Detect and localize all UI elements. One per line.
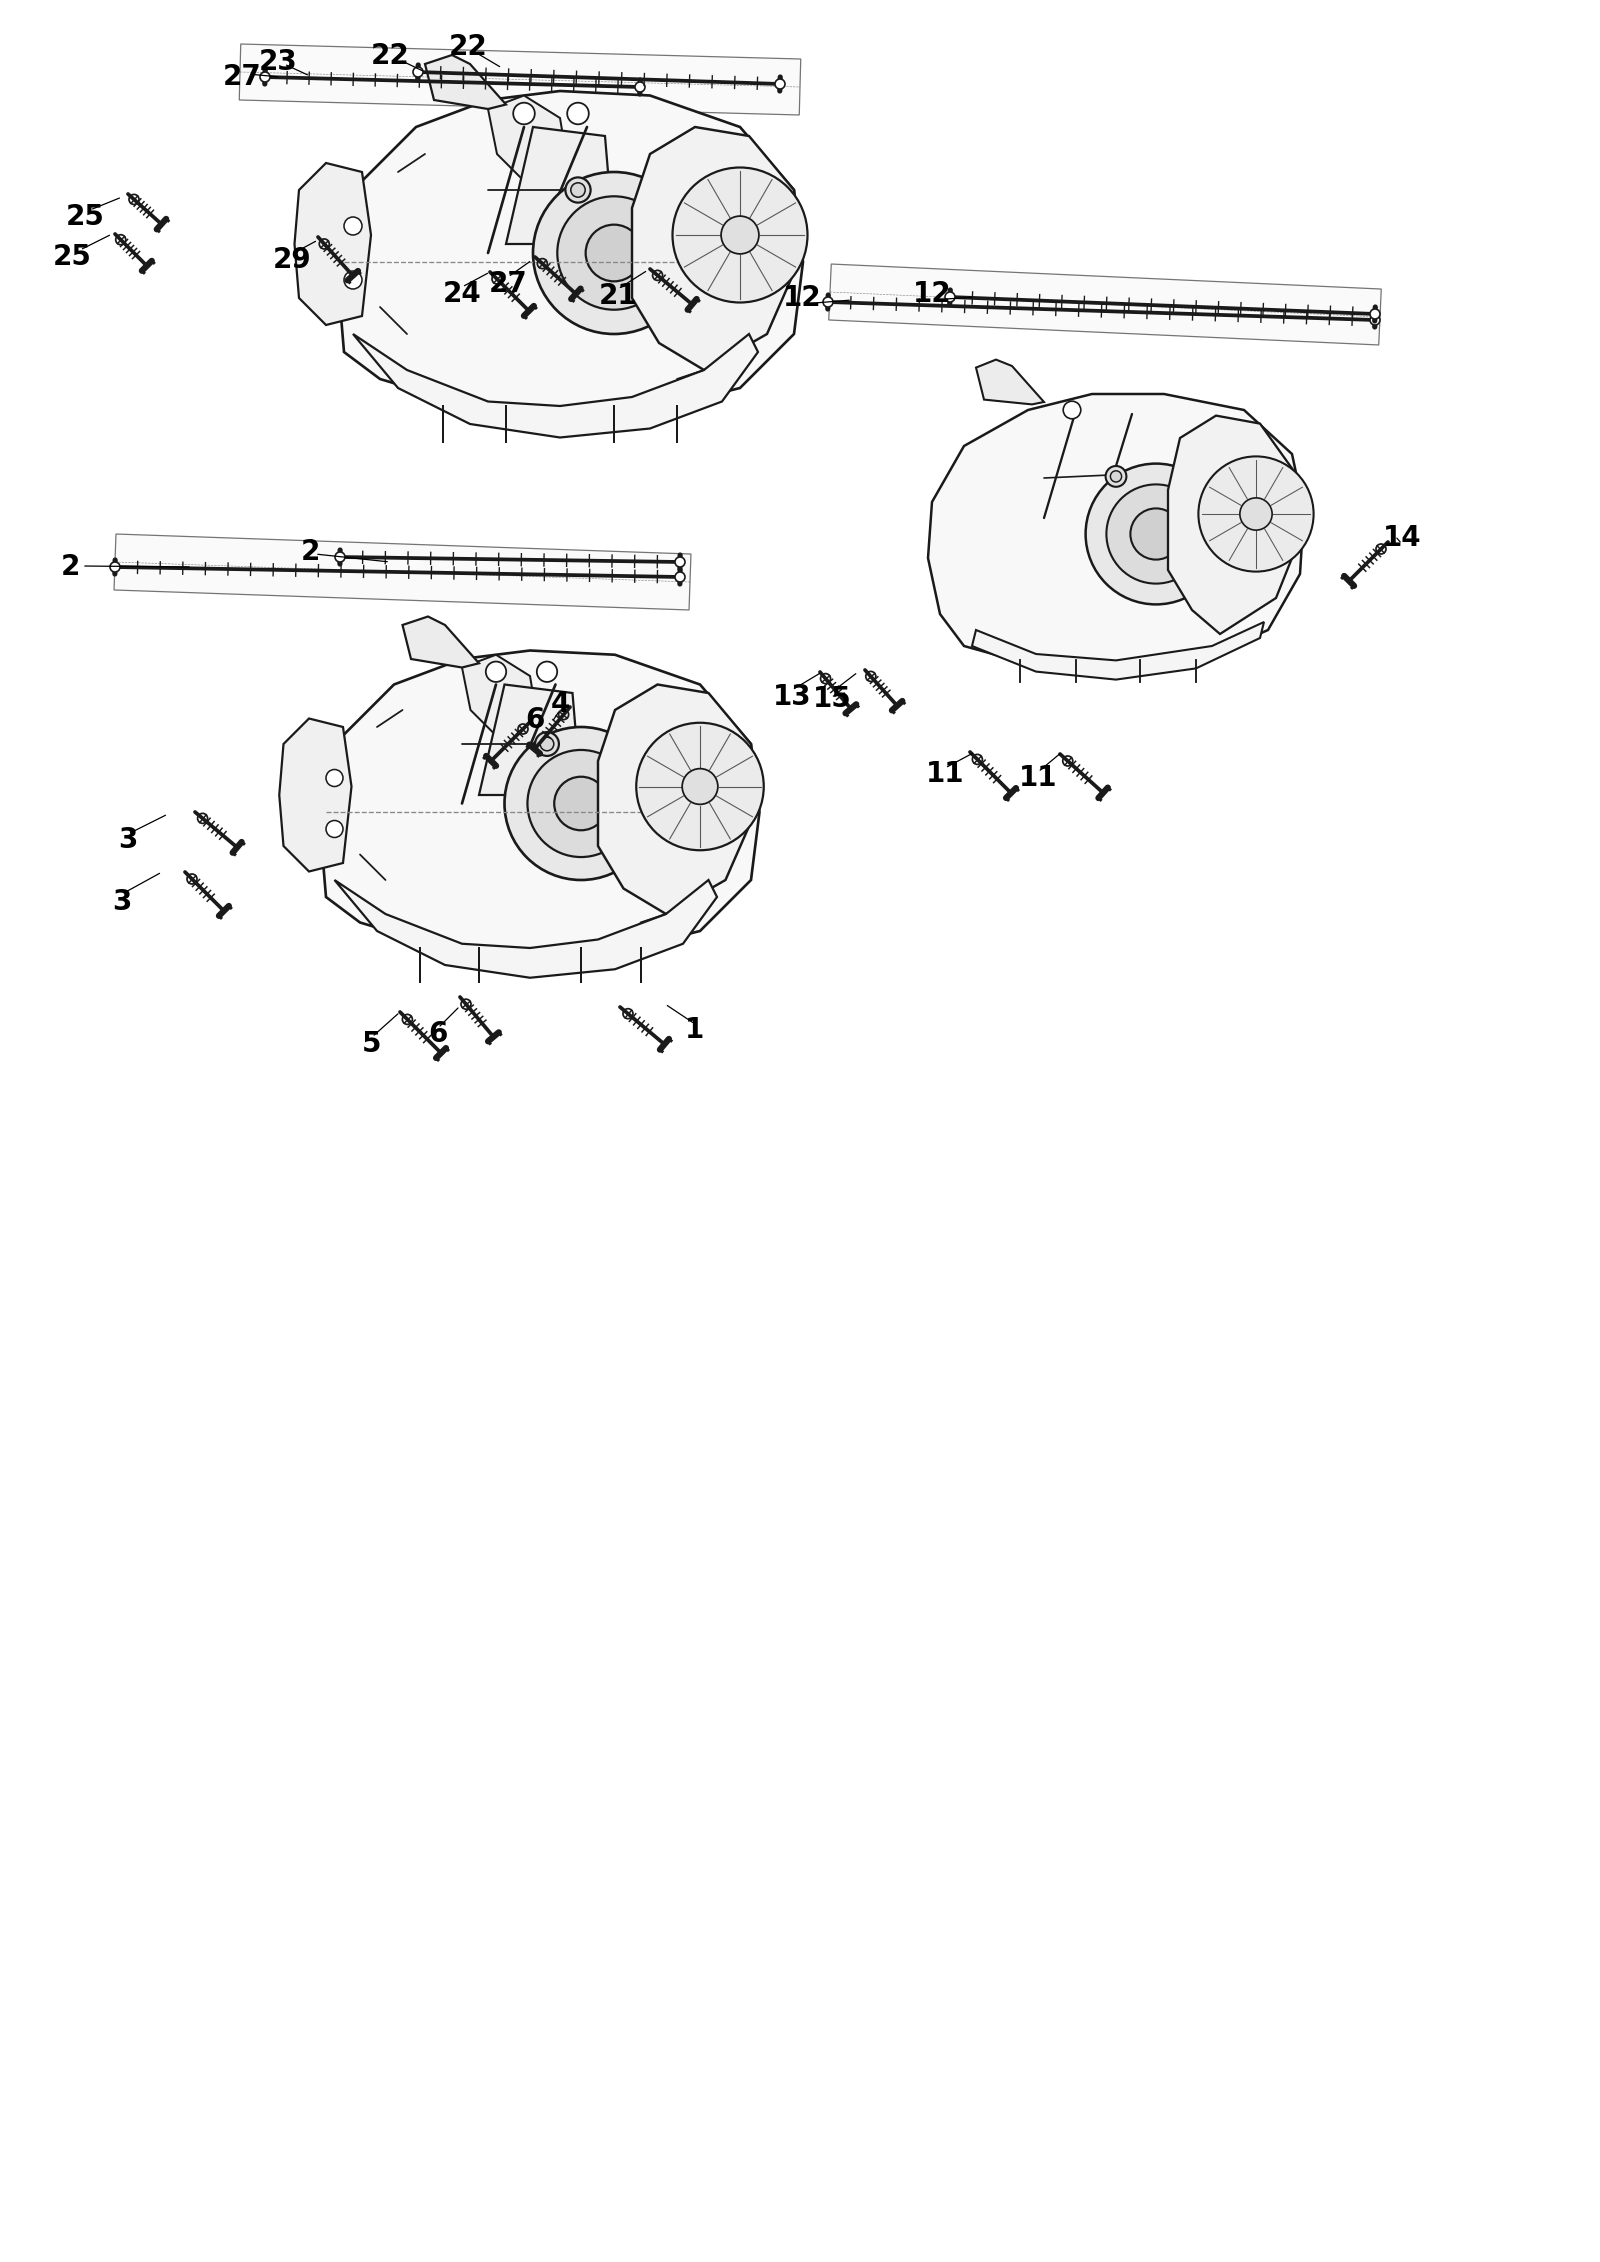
Polygon shape (976, 360, 1043, 405)
Circle shape (334, 552, 346, 561)
Polygon shape (294, 163, 371, 326)
Text: 13: 13 (773, 683, 811, 710)
Text: 3: 3 (118, 826, 138, 855)
Circle shape (565, 176, 590, 204)
Polygon shape (973, 622, 1264, 679)
Text: 1: 1 (685, 1016, 704, 1045)
Polygon shape (462, 654, 539, 744)
Circle shape (568, 102, 589, 124)
Circle shape (557, 197, 670, 310)
Text: 22: 22 (371, 43, 410, 70)
Polygon shape (598, 685, 755, 914)
Polygon shape (240, 43, 800, 115)
Text: 5: 5 (362, 1029, 382, 1059)
Circle shape (1064, 400, 1082, 418)
Circle shape (722, 217, 758, 253)
Text: 2: 2 (301, 538, 320, 566)
Polygon shape (334, 880, 717, 977)
Polygon shape (478, 685, 581, 794)
Circle shape (533, 172, 694, 335)
Circle shape (1085, 464, 1227, 604)
Circle shape (536, 661, 557, 681)
Polygon shape (1168, 416, 1302, 633)
Polygon shape (829, 265, 1381, 346)
Circle shape (344, 271, 362, 290)
Polygon shape (317, 651, 760, 961)
Circle shape (586, 224, 642, 280)
Circle shape (635, 81, 645, 93)
Circle shape (672, 167, 808, 303)
Text: 29: 29 (272, 247, 312, 274)
Text: 2: 2 (61, 552, 80, 581)
Circle shape (946, 292, 955, 303)
Text: 21: 21 (598, 283, 637, 310)
Text: 4: 4 (550, 690, 570, 717)
Circle shape (259, 72, 270, 81)
Circle shape (486, 661, 506, 681)
Circle shape (110, 561, 120, 572)
Polygon shape (403, 618, 478, 667)
Circle shape (1106, 466, 1126, 486)
Circle shape (1240, 498, 1272, 529)
Text: 23: 23 (259, 48, 298, 77)
Circle shape (344, 217, 362, 235)
Text: 22: 22 (448, 34, 488, 61)
Circle shape (534, 733, 558, 756)
Text: 6: 6 (429, 1020, 448, 1047)
Circle shape (675, 556, 685, 568)
Text: 27: 27 (222, 63, 261, 90)
Text: 27: 27 (488, 269, 528, 299)
Polygon shape (426, 54, 506, 109)
Circle shape (541, 737, 554, 751)
Text: 25: 25 (66, 204, 104, 231)
Circle shape (682, 769, 718, 805)
Text: 25: 25 (53, 242, 91, 271)
Circle shape (326, 769, 342, 787)
Text: 11: 11 (926, 760, 965, 787)
Circle shape (571, 183, 586, 197)
Circle shape (326, 821, 342, 837)
Polygon shape (506, 127, 614, 244)
Text: 12: 12 (912, 280, 952, 308)
Circle shape (528, 751, 635, 857)
Text: 11: 11 (1019, 765, 1058, 792)
Circle shape (637, 724, 763, 851)
Text: 12: 12 (782, 285, 821, 312)
Polygon shape (114, 534, 691, 611)
Polygon shape (632, 127, 798, 371)
Circle shape (675, 572, 685, 581)
Circle shape (1370, 310, 1379, 319)
Polygon shape (928, 394, 1304, 674)
Text: 15: 15 (813, 685, 851, 713)
Circle shape (1110, 470, 1122, 482)
Polygon shape (280, 719, 352, 871)
Circle shape (1130, 509, 1181, 559)
Circle shape (413, 68, 422, 77)
Text: 6: 6 (525, 706, 544, 733)
Circle shape (1198, 457, 1314, 572)
Polygon shape (488, 95, 570, 190)
Circle shape (1107, 484, 1206, 584)
Circle shape (774, 79, 786, 88)
Circle shape (1370, 314, 1379, 326)
Text: 3: 3 (112, 889, 131, 916)
Polygon shape (354, 335, 758, 437)
Circle shape (554, 776, 608, 830)
Text: 24: 24 (443, 280, 482, 308)
Text: 14: 14 (1382, 525, 1421, 552)
Circle shape (822, 296, 834, 308)
Circle shape (504, 726, 658, 880)
Circle shape (514, 102, 534, 124)
Polygon shape (334, 90, 803, 418)
